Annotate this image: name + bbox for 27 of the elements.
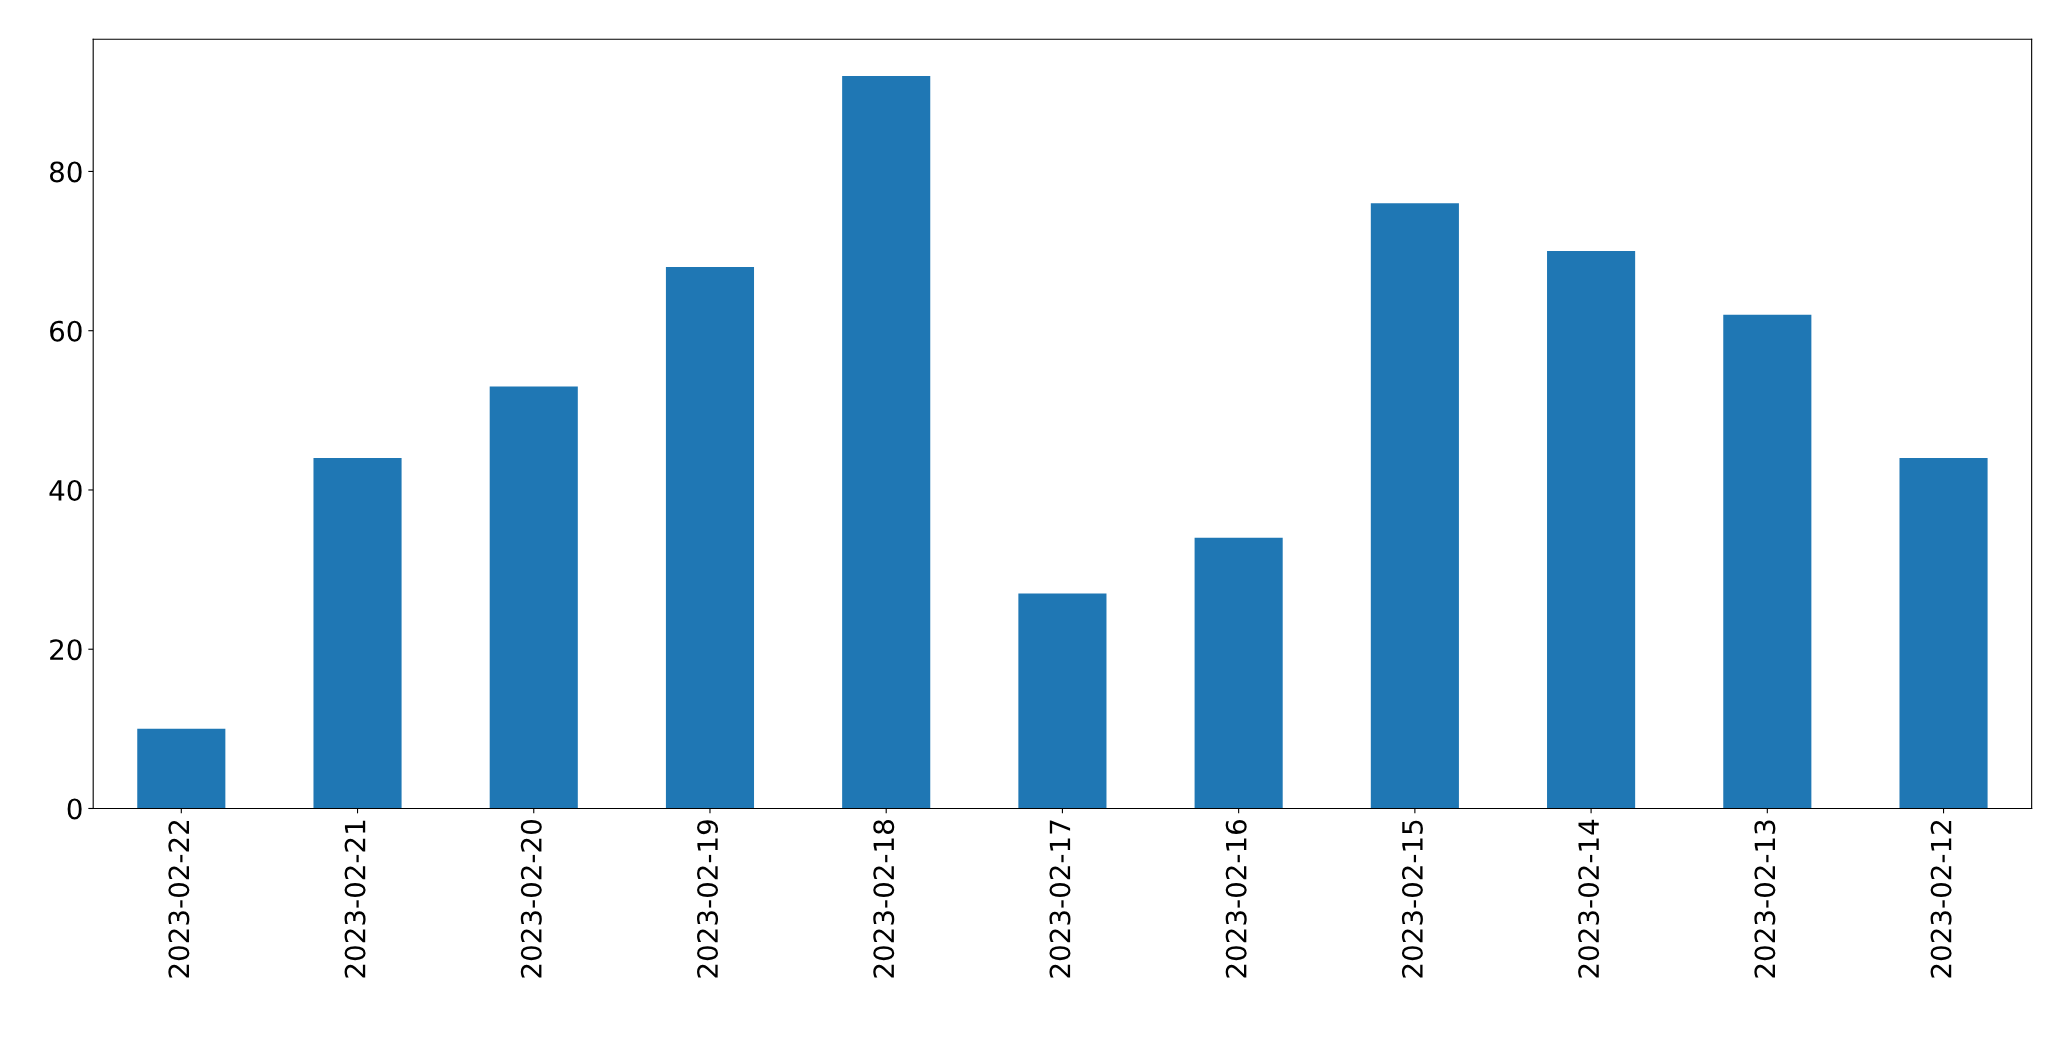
x-tick-label: 2023-02-18 (873, 820, 895, 978)
x-tick-label: 2023-02-22 (168, 820, 190, 978)
bar (842, 75, 931, 809)
x-tick-label: 2023-02-21 (344, 820, 366, 978)
x-tick-label: 2023-02-19 (697, 820, 719, 978)
y-tick-label: 0 (67, 798, 82, 820)
y-tick-label: 40 (49, 479, 82, 501)
y-tick-label: 80 (50, 161, 82, 183)
bar (1370, 203, 1459, 809)
bar (1899, 458, 1988, 809)
bar (1018, 593, 1107, 809)
x-tick-label: 2023-02-17 (1049, 820, 1071, 978)
x-tick-label: 2023-02-20 (520, 820, 542, 978)
bar (1194, 537, 1283, 809)
bar (137, 728, 226, 809)
bar (665, 267, 755, 809)
bar (1547, 251, 1636, 809)
y-tick-label: 60 (50, 320, 82, 342)
x-tick-label: 2023-02-12 (1930, 820, 1952, 978)
bar (313, 458, 402, 809)
y-tick-label: 20 (50, 639, 82, 661)
x-tick-label: 2023-02-16 (1225, 819, 1247, 978)
bar (489, 386, 578, 809)
bar (1723, 314, 1812, 809)
x-tick-label: 2023-02-13 (1754, 820, 1776, 978)
x-tick-label: 2023-02-14 (1578, 819, 1600, 978)
x-tick-label: 2023-02-15 (1401, 820, 1423, 978)
